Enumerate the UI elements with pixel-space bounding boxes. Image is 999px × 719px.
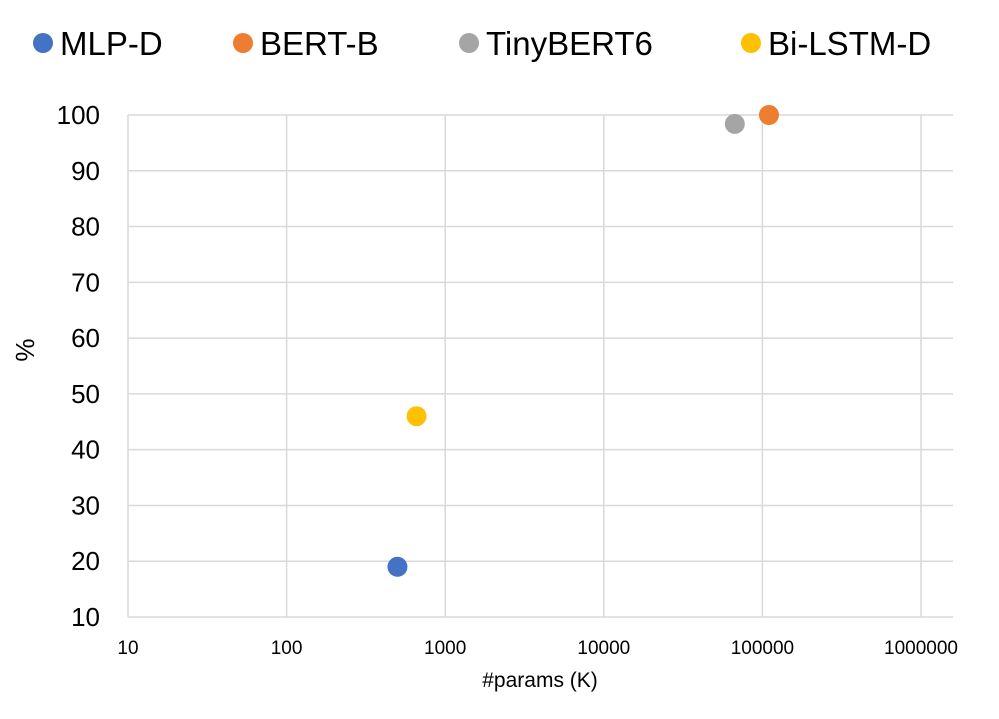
y-tick-label: 20 — [71, 546, 100, 576]
y-tick-label: 60 — [71, 323, 100, 353]
legend-label: BERT-B — [260, 25, 379, 62]
x-axis-ticks: 10 100 1000 10000 100000 1000000 — [117, 638, 958, 659]
y-tick-label: 40 — [71, 435, 100, 465]
data-points — [387, 105, 779, 577]
legend: MLP-D BERT-B TinyBERT6 Bi-LSTM-D — [33, 25, 931, 62]
legend-item-bert-b: BERT-B — [233, 25, 379, 62]
data-point-mlp-d — [387, 556, 408, 577]
legend-item-mlp-d: MLP-D — [33, 25, 163, 62]
legend-item-bi-lstm-d: Bi-LSTM-D — [741, 25, 931, 62]
x-tick-label: 1000000 — [884, 638, 958, 659]
y-tick-label: 70 — [71, 267, 100, 297]
legend-label: MLP-D — [60, 25, 163, 62]
legend-marker — [233, 33, 253, 53]
x-tick-label: 10 — [117, 638, 138, 659]
legend-label: TinyBERT6 — [486, 25, 653, 62]
x-tick-label: 10000 — [577, 638, 630, 659]
legend-marker — [33, 33, 53, 53]
data-point-bi-lstm-d — [406, 406, 427, 427]
y-axis-title: % — [10, 338, 40, 361]
legend-label: Bi-LSTM-D — [768, 25, 931, 62]
y-tick-label: 80 — [71, 212, 100, 242]
y-axis-ticks: 10 20 30 40 50 60 70 80 90 100 — [57, 100, 100, 632]
x-tick-label: 100 — [271, 638, 303, 659]
x-axis-title: #params (K) — [482, 669, 598, 692]
y-tick-label: 30 — [71, 490, 100, 520]
x-tick-label: 100000 — [731, 638, 794, 659]
x-tick-label: 1000 — [424, 638, 466, 659]
y-tick-label: 90 — [71, 156, 100, 186]
legend-marker — [741, 33, 761, 53]
data-point-tinybert6 — [724, 113, 745, 134]
y-tick-label: 50 — [71, 379, 100, 409]
y-tick-label: 100 — [57, 100, 100, 130]
legend-item-tinybert6: TinyBERT6 — [459, 25, 653, 62]
y-tick-label: 10 — [71, 602, 100, 632]
gridlines — [127, 114, 953, 618]
legend-marker — [459, 33, 479, 53]
data-point-bert-b — [758, 105, 779, 125]
